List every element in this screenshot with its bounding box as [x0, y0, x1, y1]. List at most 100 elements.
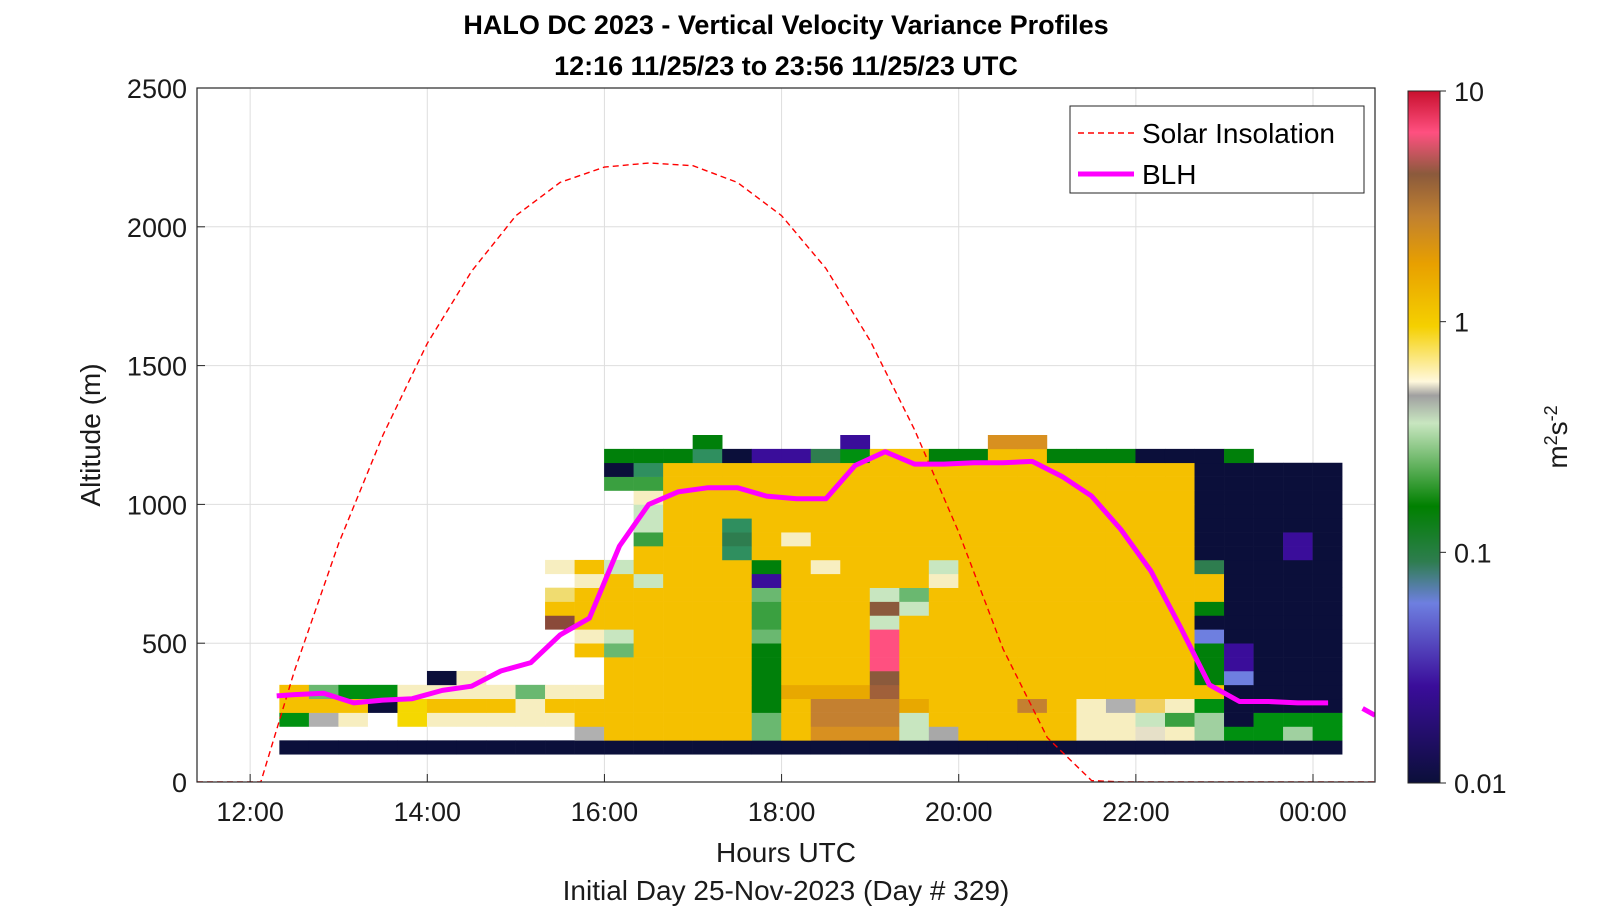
heatmap-cell [692, 462, 723, 477]
heatmap-cell [1046, 490, 1077, 505]
heatmap-cell [574, 712, 605, 727]
heatmap-cell [1135, 726, 1166, 741]
heatmap-cell [1253, 476, 1284, 491]
heatmap-cell [928, 546, 959, 561]
heatmap-cell [958, 712, 989, 727]
heatmap-cell [1194, 546, 1225, 561]
heatmap-cell [928, 601, 959, 616]
heatmap-cell [958, 726, 989, 741]
heatmap-cell [1312, 615, 1343, 630]
x-axis-label: Hours UTC [716, 837, 856, 868]
heatmap-cell [663, 448, 693, 464]
heatmap-cell [840, 587, 871, 602]
heatmap-cell [633, 518, 664, 533]
blh-line-tail [1361, 706, 1375, 718]
heatmap-cell [1224, 712, 1254, 727]
heatmap-cell [840, 684, 871, 700]
heatmap-cell [958, 518, 989, 533]
heatmap-cell [840, 712, 871, 727]
heatmap-cell [486, 698, 516, 713]
heatmap-cell [1283, 546, 1313, 561]
colorbar-tick-label: 0.01 [1454, 769, 1507, 799]
heatmap-cell [1046, 601, 1077, 616]
heatmap-cell [840, 518, 871, 533]
heatmap-cell [1312, 490, 1343, 505]
heatmap-cell [1224, 643, 1254, 658]
heatmap-cell [1194, 559, 1225, 575]
heatmap-cell [751, 559, 782, 575]
heatmap-cell [1224, 670, 1254, 686]
heatmap-cell [869, 532, 900, 547]
heatmap-cell [1283, 643, 1313, 658]
heatmap-cell [987, 684, 1018, 700]
heatmap-cell [1076, 643, 1107, 658]
blh-line [276, 449, 1329, 706]
heatmap-cell [1224, 476, 1254, 491]
heatmap-cell [987, 559, 1018, 575]
heatmap-cell [958, 462, 989, 477]
heatmap-cell [604, 601, 634, 616]
heatmap-cell [1253, 532, 1284, 547]
heatmap-cell [869, 684, 900, 700]
heatmap-cell [1283, 462, 1313, 477]
heatmap-cell [1312, 476, 1343, 491]
heatmap-cell [426, 698, 457, 713]
colorbar-ticks: 0.01 0.1 1 10 [1440, 77, 1507, 799]
heatmap-cell [515, 712, 546, 727]
heatmap-cell [958, 629, 989, 644]
heatmap-cell [899, 698, 930, 713]
heatmap-cell [781, 518, 812, 533]
heatmap-cell [545, 615, 575, 630]
heatmap-cell [869, 518, 900, 533]
heatmap-cell [1312, 587, 1343, 602]
heatmap-cell [1194, 573, 1225, 588]
legend-solar-label: Solar Insolation [1142, 118, 1335, 149]
heatmap-cell [663, 587, 693, 602]
heatmap-cell [810, 587, 841, 602]
heatmap-cell [663, 532, 693, 547]
heatmap-cell [722, 546, 753, 561]
heatmap-cell [751, 629, 782, 644]
heatmap-cell [869, 657, 900, 672]
heatmap-cell [928, 476, 959, 491]
heatmap-cell [1076, 670, 1107, 686]
heatmap-cell [1253, 684, 1284, 700]
heatmap-cell [604, 670, 634, 686]
heatmap-cell [1046, 712, 1077, 727]
heatmap-cell [1283, 587, 1313, 602]
heatmap-cell [279, 698, 310, 713]
heatmap-cell [1076, 518, 1107, 533]
heatmap-cell [1017, 726, 1048, 741]
heatmap-cell [751, 546, 782, 561]
heatmap-cell [781, 726, 812, 741]
heatmap-cell [722, 712, 753, 727]
y-tick-label: 2000 [127, 213, 187, 243]
heatmap-cell [692, 504, 723, 519]
heatmap-cell [722, 726, 753, 741]
heatmap-cell [810, 559, 841, 575]
heatmap-cell [1164, 448, 1195, 464]
heatmap-cell [1135, 601, 1166, 616]
heatmap-cell [781, 657, 812, 672]
heatmap-cell [1312, 726, 1343, 741]
x-axis: 12:00 14:00 16:00 18:00 20:00 22:00 00:00 [216, 774, 1347, 827]
heatmap-cell [633, 448, 664, 464]
heatmap-cell [781, 532, 812, 547]
heatmap-cell [1135, 684, 1166, 700]
heatmap-cell [1283, 615, 1313, 630]
heatmap-cell [869, 712, 900, 727]
heatmap-cell [515, 684, 546, 700]
heatmap-cell [1253, 504, 1284, 519]
heatmap-cell [486, 684, 516, 700]
heatmap-cell [840, 435, 871, 450]
heatmap-cell [1164, 476, 1195, 491]
heatmap-cell [899, 518, 930, 533]
heatmap-cell [1105, 712, 1136, 727]
heatmap-cell [1164, 712, 1195, 727]
heatmap-cell [987, 573, 1018, 588]
heatmap-cell [692, 698, 723, 713]
heatmap-cell [1164, 490, 1195, 505]
heatmap-cell [1224, 740, 1254, 755]
heatmap-cell [574, 698, 605, 713]
heatmap-cell [663, 573, 693, 588]
